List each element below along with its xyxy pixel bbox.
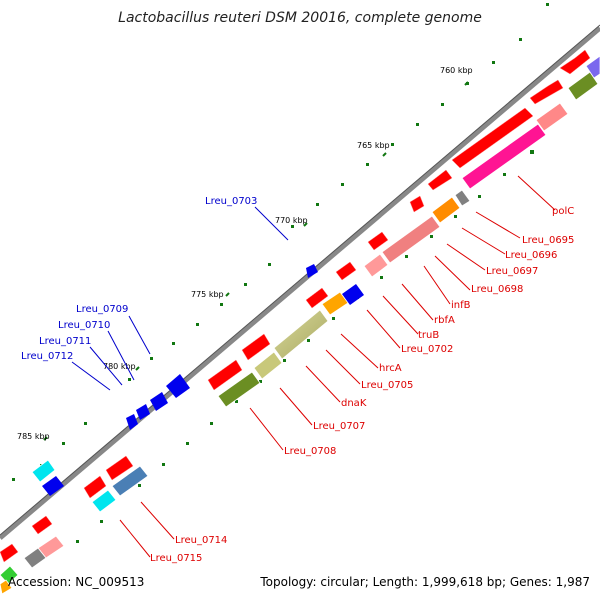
gene-label: polC: [552, 206, 574, 217]
gene-label: Lreu_0702: [401, 344, 453, 355]
gene-label: Lreu_0707: [313, 421, 365, 432]
cds-forward-track: [0, 49, 591, 563]
gene-label: hrcA: [379, 363, 402, 374]
gene-label: Lreu_0703: [205, 196, 257, 207]
map-title: Lactobacillus reuteri DSM 20016, complet…: [118, 10, 482, 26]
genome-backbone: [0, 26, 600, 540]
accession-text: Accession: NC_009513: [8, 575, 145, 589]
scale-ticks: [43, 81, 469, 441]
cds-cyan: [31, 459, 117, 513]
tick-label: 780 kbp: [103, 362, 136, 371]
gene-label: Lreu_0698: [471, 284, 523, 295]
gene-label: Lreu_0711: [39, 336, 91, 347]
tick-label: 760 kbp: [440, 66, 473, 75]
gene-label: Lreu_0710: [58, 320, 110, 331]
gene-label: rbfA: [434, 315, 455, 326]
gene-label: Lreu_0712: [21, 351, 73, 362]
gene-label: dnaK: [341, 398, 367, 409]
gene-labels-red: polC Lreu_0695 Lreu_0696 Lreu_0697 Lreu_…: [150, 206, 574, 564]
gene-label: infB: [451, 300, 471, 311]
gene-label: Lreu_0715: [150, 553, 202, 564]
tick-label: 775 kbp: [191, 290, 224, 299]
cog-track: [0, 55, 600, 595]
leader-lines-blue: [71, 206, 289, 391]
gene-label: truB: [418, 330, 439, 341]
gene-label: Lreu_0696: [505, 250, 557, 261]
gene-label: Lreu_0709: [76, 304, 128, 315]
tick-label: 765 kbp: [357, 141, 390, 150]
gene-labels-blue: Lreu_0703 Lreu_0709 Lreu_0710 Lreu_0711 …: [21, 196, 257, 362]
cds-reverse-track: [42, 264, 364, 496]
gene-label: Lreu_0708: [284, 446, 336, 457]
genome-summary: Topology: circular; Length: 1,999,618 bp…: [260, 575, 590, 589]
tick-label: 785 kbp: [17, 432, 50, 441]
leader-lines-red: [119, 175, 556, 558]
gene-label: Lreu_0695: [522, 235, 574, 246]
tick-label: 770 kbp: [275, 216, 308, 225]
gc-track-inner: [76, 150, 534, 543]
gene-label: Lreu_0705: [361, 380, 413, 391]
gene-label: Lreu_0714: [175, 535, 227, 546]
gene-label: Lreu_0697: [486, 266, 538, 277]
